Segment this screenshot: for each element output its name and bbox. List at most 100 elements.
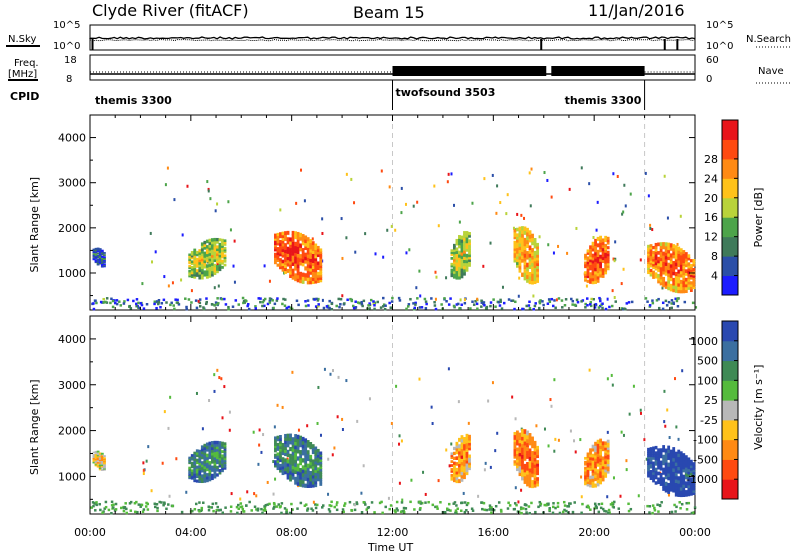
- echo-cell: [218, 452, 222, 456]
- echo-cell: [203, 476, 207, 481]
- echo-cell: [453, 469, 456, 473]
- echo-cell: [279, 265, 282, 270]
- echo-cell: [672, 284, 676, 289]
- echo-cell: [284, 261, 287, 265]
- scatter-cell: [562, 500, 566, 504]
- scatter-cell: [102, 301, 106, 304]
- echo-cell: [612, 172, 615, 176]
- echo-cell: [190, 252, 194, 256]
- echo-cell: [311, 259, 315, 264]
- echo-cell: [301, 258, 305, 263]
- echo-cell: [213, 237, 217, 242]
- echo-cell: [279, 247, 282, 252]
- echo-cell: [692, 478, 696, 482]
- echo-cell: [536, 468, 539, 473]
- echo-cell: [208, 449, 212, 454]
- echo-cell: [301, 443, 305, 449]
- scatter-cell: [400, 501, 404, 504]
- echo-cell: [531, 465, 534, 470]
- echo-cell: [523, 429, 527, 434]
- echo-cell: [314, 469, 318, 473]
- echo-cell: [516, 255, 519, 260]
- colorbar-label: Velocity [m s⁻¹]: [752, 365, 765, 450]
- echo-cell: [450, 268, 454, 272]
- echo-cell: [654, 451, 658, 455]
- scatter-cell: [165, 301, 168, 304]
- scatter-cell: [234, 299, 238, 302]
- echo-cell: [604, 455, 608, 459]
- echo-cell: [450, 253, 454, 256]
- echo-cell: [203, 446, 207, 451]
- echo-cell: [687, 484, 691, 489]
- echo-cell: [465, 256, 469, 261]
- echo-cell: [604, 270, 608, 275]
- echo-cell: [666, 408, 669, 412]
- echo-cell: [649, 458, 653, 462]
- echo-cell: [528, 483, 532, 488]
- echo-cell: [180, 278, 183, 282]
- echo-cell: [195, 262, 199, 266]
- echo-cell: [664, 485, 668, 490]
- echo-cell: [533, 480, 537, 485]
- scatter-cell: [343, 302, 346, 305]
- echo-cell: [552, 251, 555, 255]
- echo-cell: [284, 258, 287, 262]
- echo-cell: [213, 263, 217, 268]
- echo-cell: [536, 462, 539, 467]
- echo-cell: [591, 259, 595, 264]
- echo-cell: [604, 268, 608, 272]
- echo-cell: [433, 184, 436, 188]
- echo-cell: [604, 463, 608, 467]
- echo-cell: [584, 466, 587, 470]
- echo-cell: [623, 183, 626, 187]
- echo-cell: [528, 171, 531, 175]
- echo-cell: [453, 471, 456, 475]
- echo-cell: [216, 240, 219, 244]
- scatter-cell: [485, 305, 489, 309]
- echo-cell: [632, 384, 635, 388]
- echo-cell: [483, 468, 486, 472]
- echo-cell: [687, 267, 691, 272]
- echo-cell: [341, 256, 344, 260]
- scatter-cell: [124, 502, 127, 505]
- echo-cell: [586, 476, 590, 480]
- scatter-cell: [110, 500, 114, 504]
- echo-cell: [657, 251, 660, 255]
- echo-cell: [100, 265, 104, 268]
- echo-cell: [662, 461, 666, 466]
- echo-cell: [518, 452, 522, 457]
- echo-cell: [463, 456, 466, 461]
- scatter-cell: [213, 303, 216, 307]
- echo-cell: [213, 472, 217, 476]
- echo-cell: [100, 458, 104, 462]
- echo-cell: [453, 461, 456, 465]
- echo-cell: [679, 279, 683, 284]
- echo-cell: [468, 249, 471, 253]
- echo-cell: [692, 263, 696, 267]
- echo-cell: [667, 262, 671, 267]
- echo-cell: [526, 231, 529, 237]
- scatter-cell: [607, 511, 610, 515]
- echo-cell: [306, 440, 310, 445]
- echo-cell: [309, 442, 313, 447]
- echo-cell: [465, 242, 469, 247]
- echo-cell: [594, 257, 597, 262]
- echo-cell: [221, 456, 224, 460]
- echo-cell: [96, 252, 100, 255]
- scatter-cell: [317, 303, 320, 306]
- echo-cell: [601, 441, 605, 446]
- echo-cell: [669, 263, 673, 268]
- echo-cell: [594, 448, 597, 453]
- echo-cell: [94, 459, 98, 462]
- noise-tick-low-right: 10^0: [706, 41, 733, 52]
- echo-cell: [276, 263, 280, 267]
- echo-cell: [398, 481, 401, 485]
- echo-cell: [268, 279, 271, 283]
- echo-cell: [682, 250, 686, 254]
- scatter-cell: [516, 510, 520, 513]
- scatter-cell: [207, 505, 211, 508]
- echo-cell: [92, 257, 96, 259]
- echo-cell: [319, 260, 323, 264]
- scatter-cell: [214, 301, 218, 304]
- echo-cell: [284, 231, 287, 235]
